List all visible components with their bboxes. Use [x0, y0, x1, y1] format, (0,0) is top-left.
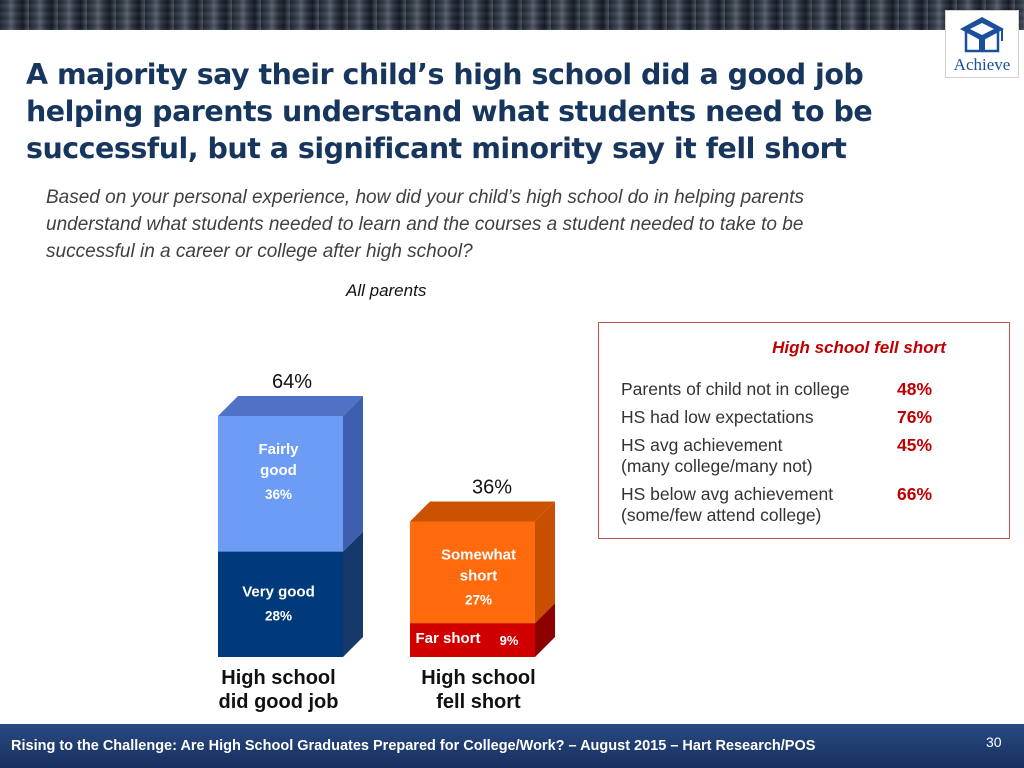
header-photo-banner [0, 0, 1024, 30]
callout-title: High school fell short [772, 338, 946, 357]
category-label: High school [221, 667, 335, 689]
callout-row-label-line: (many college/many not) [621, 456, 813, 476]
callout-row-label-line: (some/few attend college) [621, 505, 822, 525]
footer-bar: Rising to the Challenge: Are High School… [0, 724, 1024, 768]
callout-row-label: HS below avg achievement (some/few atten… [621, 484, 833, 526]
bar-segment [410, 623, 535, 657]
category-label: High school [421, 667, 535, 689]
bar-total-label: 64% [272, 371, 312, 393]
segment-value-label: 36% [265, 487, 292, 502]
respondent-subset-label: All parents [346, 281, 427, 300]
achieve-logo: Achieve [945, 10, 1019, 78]
bar-segment [218, 551, 343, 657]
footer-source: Rising to the Challenge: Are High School… [11, 738, 816, 754]
segment-value-label: 28% [265, 609, 292, 624]
category-label: did good job [219, 691, 339, 713]
question-line: successful in a career or college after … [46, 241, 473, 262]
title-line: successful, but a significant minority s… [26, 132, 847, 165]
page-title: A majority say their child’s high school… [26, 56, 936, 167]
category-label: fell short [436, 691, 521, 713]
bar-segment-side [535, 501, 555, 624]
callout-row-value: 76% [897, 407, 933, 427]
title-line: A majority say their child’s high school… [26, 58, 864, 91]
callout-row-label: HS had low expectations [621, 407, 814, 427]
segment-label: Somewhat [441, 546, 516, 563]
segment-label: Very good [242, 584, 315, 601]
bar-segment [218, 416, 343, 552]
survey-question: Based on your personal experience, how d… [46, 184, 996, 265]
segment-value-label: 9% [500, 633, 519, 648]
segment-label: good [260, 462, 297, 479]
segment-value-label: 27% [465, 592, 492, 607]
callout-row-label: Parents of child not in college [621, 379, 850, 399]
bar-segment-side [343, 531, 363, 657]
callout-row-value: 45% [897, 435, 933, 455]
schoolhouse-graduation-cap-icon [960, 17, 1004, 53]
page-number: 30 [986, 734, 1002, 750]
callout-row-label-line: HS below avg achievement [621, 484, 834, 504]
title-line: helping parents understand what students… [26, 95, 873, 128]
segment-label: short [460, 567, 498, 584]
callout-row-label: HS avg achievement (many college/many no… [621, 435, 813, 477]
segment-label: Far short [415, 630, 480, 647]
bar-top-face [218, 396, 363, 416]
bar-total-label: 36% [472, 476, 512, 498]
fell-short-callout-box: High school fell short Parents of child … [598, 322, 1010, 539]
callout-row-value: 66% [897, 484, 933, 504]
question-line: Based on your personal experience, how d… [46, 187, 805, 208]
callout-row-label-line: HS avg achievement [621, 435, 783, 455]
bar-segment-side [343, 396, 363, 552]
logo-text: Achieve [953, 55, 1011, 74]
bar-segment [410, 521, 535, 624]
question-line: understand what students needed to learn… [46, 214, 804, 235]
bar-top-face [410, 501, 555, 522]
bar-segment-side [535, 603, 555, 657]
callout-row-value: 48% [897, 379, 933, 399]
segment-label: Fairly [258, 441, 299, 458]
